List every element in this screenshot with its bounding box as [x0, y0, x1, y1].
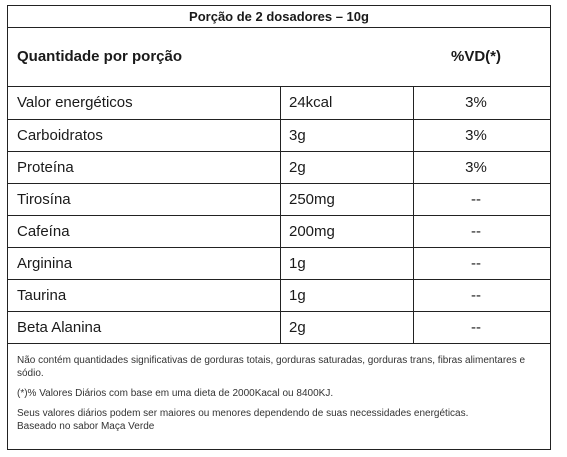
- nutrient-dv: 3%: [413, 150, 551, 184]
- table-row: Cafeína 200mg --: [7, 214, 551, 248]
- nutrient-amount: 1g: [280, 278, 414, 312]
- nutrient-dv: --: [413, 214, 551, 248]
- table-row: Carboidratos 3g 3%: [7, 118, 551, 152]
- table-row: Taurina 1g --: [7, 278, 551, 312]
- nutrient-dv: --: [413, 310, 551, 344]
- nutrient-dv: 3%: [413, 118, 551, 152]
- nutrient-dv: 3%: [413, 87, 551, 120]
- nutrient-amount: 250mg: [280, 182, 414, 216]
- table-row: Arginina 1g --: [7, 246, 551, 280]
- nutrient-amount: 2g: [280, 150, 414, 184]
- footnote-daily-values: (*)% Valores Diários com base em uma die…: [17, 387, 334, 399]
- nutrient-amount: 3g: [280, 118, 414, 152]
- table-row: Tirosína 250mg --: [7, 182, 551, 216]
- footnote-flavor: Baseado no sabor Maça Verde: [17, 420, 155, 432]
- table-row: Beta Alanina 2g --: [7, 310, 551, 344]
- table-row: Proteína 2g 3%: [7, 150, 551, 184]
- nutrient-name: Valor energéticos: [7, 87, 281, 120]
- nutrient-name: Tirosína: [7, 182, 281, 216]
- nutrition-facts-panel: Porção de 2 dosadores – 10g Quantidade p…: [7, 5, 551, 450]
- nutrient-name: Taurina: [7, 278, 281, 312]
- nutrient-amount: 24kcal: [280, 87, 414, 120]
- nutrient-dv: --: [413, 246, 551, 280]
- nutrient-dv: --: [413, 182, 551, 216]
- footnote-energy-needs: Seus valores diários podem ser maiores o…: [17, 407, 541, 433]
- serving-size: Porção de 2 dosadores – 10g: [8, 6, 550, 28]
- nutrient-name: Beta Alanina: [7, 310, 281, 344]
- nutrient-amount: 2g: [280, 310, 414, 344]
- header-dv-label: %VD(*): [450, 48, 501, 65]
- footnote-not-significant: Não contém quantidades significativas de…: [17, 354, 526, 379]
- table-row: Valor energéticos 24kcal 3%: [7, 87, 551, 120]
- header-quantity-label: Quantidade por porção: [17, 48, 183, 65]
- footnotes: Não contém quantidades significativas de…: [8, 344, 550, 433]
- nutrient-name: Proteína: [7, 150, 281, 184]
- nutrient-dv: --: [413, 278, 551, 312]
- nutrient-amount: 1g: [280, 246, 414, 280]
- footnote-energy-text: Seus valores diários podem ser maiores o…: [17, 407, 469, 419]
- nutrient-amount: 200mg: [280, 214, 414, 248]
- nutrient-name: Cafeína: [7, 214, 281, 248]
- nutrient-name: Arginina: [7, 246, 281, 280]
- table-header: Quantidade por porção %VD(*): [8, 28, 550, 87]
- nutrient-name: Carboidratos: [7, 118, 281, 152]
- nutrition-table: Valor energéticos 24kcal 3% Carboidratos…: [7, 87, 551, 344]
